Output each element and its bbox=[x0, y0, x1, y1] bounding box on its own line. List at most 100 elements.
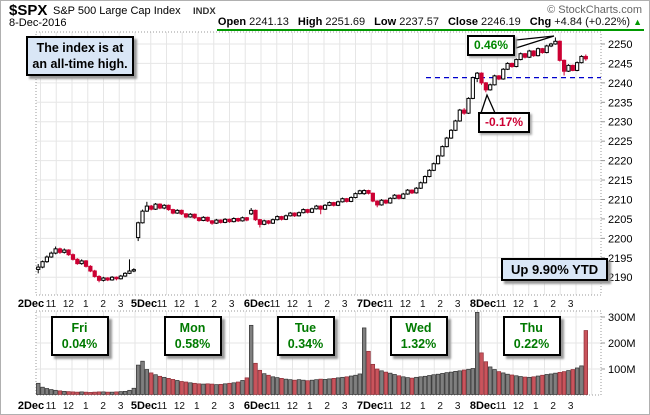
day-percent: 0.58% bbox=[174, 337, 211, 351]
day-label: Fri bbox=[71, 321, 88, 335]
svg-text:2: 2 bbox=[550, 299, 556, 310]
svg-text:200M: 200M bbox=[608, 338, 636, 350]
day-box-mon: Mon 0.58% bbox=[163, 316, 222, 356]
svg-text:300M: 300M bbox=[608, 312, 636, 324]
chg-value: +4.84 (+0.22%) bbox=[554, 16, 631, 28]
svg-text:2205: 2205 bbox=[608, 214, 632, 226]
svg-text:3: 3 bbox=[342, 401, 348, 412]
svg-text:2215: 2215 bbox=[608, 175, 632, 187]
day-percent: 0.04% bbox=[61, 337, 98, 351]
close-label: Close bbox=[447, 16, 478, 28]
svg-text:3: 3 bbox=[568, 299, 574, 310]
svg-text:6Dec: 6Dec bbox=[244, 298, 270, 310]
svg-text:3: 3 bbox=[455, 299, 461, 310]
svg-text:1: 1 bbox=[533, 401, 539, 412]
high-percent-callout: 0.46% bbox=[467, 35, 516, 56]
day-label: Wed bbox=[405, 321, 432, 335]
svg-text:2210: 2210 bbox=[608, 194, 632, 206]
svg-text:12: 12 bbox=[400, 401, 412, 412]
svg-text:5Dec: 5Dec bbox=[131, 298, 157, 310]
svg-text:3: 3 bbox=[118, 299, 124, 310]
svg-text:2: 2 bbox=[100, 299, 106, 310]
svg-text:2: 2 bbox=[437, 299, 443, 310]
svg-text:2220: 2220 bbox=[608, 156, 632, 168]
chart-date: 8-Dec-2016 bbox=[9, 17, 67, 29]
up-arrow-icon: ▲ bbox=[633, 17, 642, 27]
high-label: High bbox=[297, 16, 323, 28]
day-box-wed: Wed 1.32% bbox=[389, 316, 448, 356]
svg-text:2245: 2245 bbox=[608, 58, 632, 70]
svg-text:2: 2 bbox=[324, 401, 330, 412]
svg-text:3: 3 bbox=[229, 299, 235, 310]
svg-text:3: 3 bbox=[455, 401, 461, 412]
low-value: 2237.57 bbox=[399, 16, 439, 28]
svg-text:11: 11 bbox=[270, 299, 281, 310]
svg-text:5Dec: 5Dec bbox=[131, 400, 157, 412]
svg-text:2: 2 bbox=[437, 401, 443, 412]
svg-text:1: 1 bbox=[533, 299, 539, 310]
high-value: 2251.69 bbox=[325, 16, 366, 28]
open-value: 2241.13 bbox=[249, 16, 289, 28]
svg-text:1: 1 bbox=[194, 401, 200, 412]
svg-text:2: 2 bbox=[211, 401, 217, 412]
svg-text:7Dec: 7Dec bbox=[357, 298, 383, 310]
svg-text:12: 12 bbox=[63, 401, 75, 412]
close-value: 2246.19 bbox=[481, 16, 521, 28]
svg-text:2235: 2235 bbox=[608, 97, 632, 109]
note-line2: an all-time high. bbox=[32, 57, 128, 71]
svg-text:2Dec: 2Dec bbox=[18, 298, 44, 310]
day-percent: 0.22% bbox=[513, 337, 550, 351]
svg-text:12: 12 bbox=[287, 299, 299, 310]
day-percent: 1.32% bbox=[400, 337, 437, 351]
day-label: Tue bbox=[294, 321, 317, 335]
svg-text:1: 1 bbox=[194, 299, 200, 310]
low-label: Low bbox=[374, 16, 397, 28]
svg-text:12: 12 bbox=[174, 401, 186, 412]
svg-text:8Dec: 8Dec bbox=[470, 400, 496, 412]
svg-text:2200: 2200 bbox=[608, 233, 632, 245]
svg-text:12: 12 bbox=[400, 299, 412, 310]
chg-label: Chg bbox=[529, 16, 552, 28]
exchange-label: INDX bbox=[193, 6, 216, 17]
svg-text:11: 11 bbox=[496, 299, 507, 310]
svg-text:2190: 2190 bbox=[608, 272, 632, 284]
day-label: Mon bbox=[179, 321, 206, 335]
svg-text:12: 12 bbox=[174, 299, 186, 310]
header-divider bbox=[217, 29, 644, 31]
svg-text:12: 12 bbox=[513, 401, 525, 412]
svg-text:12: 12 bbox=[287, 401, 299, 412]
svg-text:1: 1 bbox=[307, 299, 313, 310]
svg-text:3: 3 bbox=[342, 299, 348, 310]
svg-text:12: 12 bbox=[63, 299, 75, 310]
svg-text:3: 3 bbox=[568, 401, 574, 412]
svg-text:11: 11 bbox=[270, 401, 281, 412]
index-name: S&P 500 Large Cap Index bbox=[53, 5, 181, 17]
svg-text:2225: 2225 bbox=[608, 136, 632, 148]
copyright: © StockCharts.com bbox=[547, 4, 642, 16]
svg-text:1: 1 bbox=[420, 401, 426, 412]
svg-text:3: 3 bbox=[118, 401, 124, 412]
low-percent-callout: -0.17% bbox=[478, 112, 531, 133]
day-box-tue: Tue 0.34% bbox=[276, 316, 335, 356]
svg-text:11: 11 bbox=[46, 401, 57, 412]
svg-text:2Dec: 2Dec bbox=[18, 400, 44, 412]
svg-text:100M: 100M bbox=[608, 364, 636, 376]
svg-text:6Dec: 6Dec bbox=[244, 400, 270, 412]
quote-line: Open 2241.13 High 2251.69 Low 2237.57 Close… bbox=[218, 16, 642, 28]
svg-text:2: 2 bbox=[324, 299, 330, 310]
svg-text:12: 12 bbox=[513, 299, 525, 310]
svg-text:2: 2 bbox=[211, 299, 217, 310]
svg-text:1: 1 bbox=[83, 401, 89, 412]
svg-text:2240: 2240 bbox=[608, 78, 632, 90]
svg-text:11: 11 bbox=[383, 401, 394, 412]
all-time-high-note: The index is at an all-time high. bbox=[26, 36, 134, 76]
svg-text:1: 1 bbox=[420, 299, 426, 310]
open-label: Open bbox=[217, 16, 247, 28]
svg-text:2195: 2195 bbox=[608, 253, 632, 265]
svg-text:1: 1 bbox=[83, 299, 89, 310]
day-box-fri: Fri 0.04% bbox=[50, 316, 109, 356]
svg-text:2: 2 bbox=[100, 401, 106, 412]
svg-text:2230: 2230 bbox=[608, 117, 632, 129]
ytd-badge: Up 9.90% YTD bbox=[501, 258, 609, 281]
